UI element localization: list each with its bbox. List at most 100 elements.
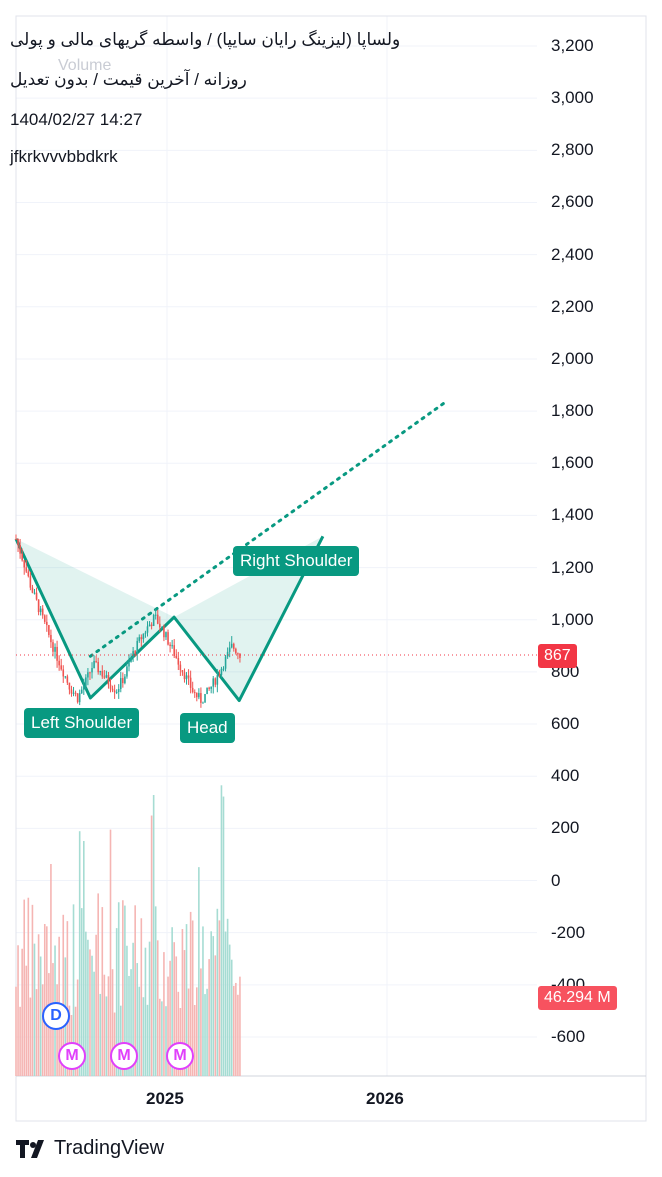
volume-bar: [130, 969, 132, 1076]
candle-body: [52, 642, 54, 652]
volume-bar: [124, 905, 126, 1076]
volume-bar: [115, 928, 118, 1076]
candle-body: [85, 677, 87, 686]
candle-body: [113, 690, 116, 693]
candle-body: [226, 651, 229, 657]
candle-body: [187, 675, 190, 678]
candle-body: [181, 670, 184, 673]
y-tick-label: 2,400: [551, 244, 594, 264]
left-shoulder-area: [16, 538, 175, 698]
candle-body: [41, 608, 44, 616]
y-tick-label: 2,000: [551, 348, 594, 368]
volume-bar: [105, 996, 108, 1076]
volume-bar: [62, 914, 65, 1076]
candle-body: [23, 560, 26, 568]
candle-body: [35, 592, 38, 600]
candle-body: [183, 672, 186, 680]
event-marker-m[interactable]: M: [110, 1042, 138, 1070]
y-tick-label: 3,200: [551, 36, 594, 55]
volume-bar: [200, 968, 202, 1076]
volume-bar: [167, 976, 169, 1076]
volume-bar: [33, 943, 36, 1076]
candle-body: [43, 615, 46, 622]
candle-body: [140, 637, 143, 640]
volume-bar: [189, 911, 192, 1076]
y-tick-label: 2,200: [551, 296, 594, 316]
volume-bar: [60, 1011, 62, 1076]
candle-body: [134, 651, 136, 654]
chart-title: ولساپا (لیزینگ رایان سایپا) / واسطه گریه…: [10, 30, 401, 49]
candle-body: [111, 688, 114, 691]
candle-body: [21, 553, 23, 561]
candle-body: [163, 626, 165, 638]
candle-body: [70, 689, 73, 694]
volume-bar: [206, 988, 208, 1076]
candle-body: [50, 634, 52, 643]
brand-name: TradingView: [54, 1137, 165, 1159]
candle-body: [46, 621, 48, 626]
candle-body: [124, 676, 126, 684]
volume-bar: [25, 965, 28, 1076]
volume-bar: [237, 994, 239, 1076]
volume-bar: [136, 963, 139, 1076]
candle-body: [144, 632, 147, 634]
volume-bar: [37, 934, 40, 1076]
candle-body: [228, 647, 231, 652]
volume-bar: [138, 986, 141, 1076]
tradingview-logo[interactable]: TradingView: [16, 1137, 164, 1160]
y-tick-label: 2,800: [551, 140, 594, 160]
volume-bar: [35, 989, 38, 1076]
volume-bar: [78, 831, 81, 1076]
volume-bar: [163, 952, 165, 1076]
pattern-line: [14, 535, 325, 703]
candle-body: [142, 633, 145, 640]
volume-bars: [15, 785, 241, 1076]
volume-bar: [72, 904, 75, 1076]
left-shoulder-label[interactable]: Left Shoulder: [24, 708, 140, 738]
candle-body: [193, 692, 196, 694]
candle-body: [119, 678, 122, 690]
candle-body: [78, 693, 81, 703]
event-marker-m[interactable]: M: [166, 1042, 194, 1070]
candle-body: [54, 646, 56, 652]
volume-bar: [46, 926, 48, 1076]
candle-body: [204, 693, 206, 703]
head-label[interactable]: Head: [180, 713, 235, 743]
candle-body: [122, 678, 124, 684]
volume-bar: [179, 1007, 182, 1076]
volume-bar: [232, 985, 235, 1076]
candle-body: [87, 672, 89, 678]
volume-bar: [226, 918, 229, 1076]
volume-bar: [175, 956, 178, 1076]
candle-body: [68, 682, 71, 690]
volume-bar: [144, 947, 147, 1076]
volume-bar: [85, 931, 87, 1076]
candle-body: [89, 672, 91, 674]
volume-bar: [142, 997, 145, 1076]
candle-body: [56, 646, 58, 661]
candle-body: [130, 657, 132, 662]
event-marker-d[interactable]: D: [42, 1002, 70, 1030]
y-tick-label: 1,400: [551, 505, 594, 525]
event-marker-m[interactable]: M: [58, 1042, 86, 1070]
last-volume-tag: 46.294 M: [538, 986, 617, 1010]
volume-bar: [150, 815, 153, 1076]
candle-body: [218, 675, 221, 677]
candle-body: [25, 567, 28, 572]
candle-body: [150, 624, 153, 627]
candle-body: [208, 687, 210, 689]
last-price-tag: 867: [538, 644, 577, 668]
volume-bar: [230, 959, 233, 1076]
right-shoulder-label[interactable]: Right Shoulder: [233, 546, 360, 576]
candle-body: [117, 689, 120, 692]
y-tick-label: 2,600: [551, 192, 594, 212]
volume-bar: [169, 960, 171, 1076]
x-tick-label: 2025: [146, 1089, 184, 1108]
candle-body: [39, 608, 42, 613]
volume-bar: [154, 906, 157, 1076]
candle-body: [173, 645, 175, 657]
grid: [16, 16, 537, 1076]
candle-body: [167, 632, 169, 645]
volume-bar: [198, 867, 200, 1076]
